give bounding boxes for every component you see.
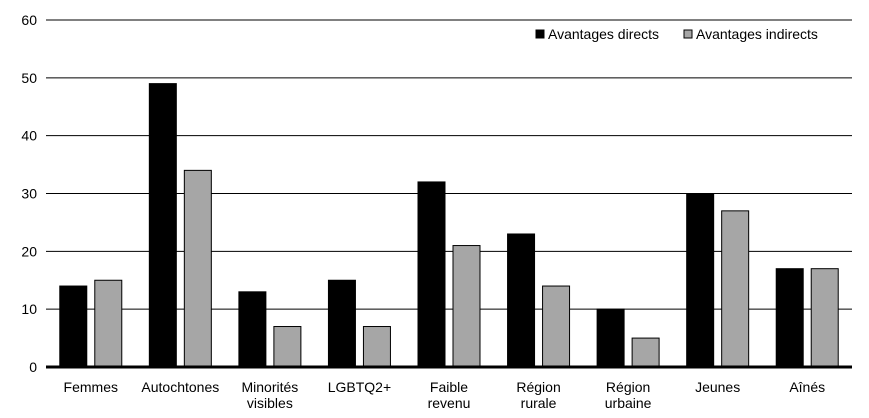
- y-tick-label: 50: [21, 70, 37, 86]
- bar-indirect: [452, 245, 481, 368]
- bar-direct: [507, 233, 536, 368]
- y-axis-ticks: 0 10 20 30 40 50 60: [21, 12, 37, 375]
- bar-indirect: [631, 337, 660, 368]
- bar-indirect: [362, 326, 391, 368]
- y-tick-label: 20: [21, 243, 37, 259]
- legend-label: Avantages directs: [548, 26, 659, 42]
- x-category-label: Faible revenu: [428, 379, 471, 411]
- y-tick-label: 10: [21, 301, 37, 317]
- y-tick-label: 0: [29, 359, 37, 375]
- x-category-label: Minorités visibles: [241, 379, 298, 411]
- x-category-label: Autochtones: [141, 379, 219, 395]
- y-tick-label: 60: [21, 12, 37, 28]
- bar-direct: [238, 291, 267, 368]
- bar-indirect: [94, 279, 123, 368]
- bars: [59, 83, 839, 368]
- x-category-label: Jeunes: [695, 379, 740, 395]
- bar-indirect: [183, 169, 212, 368]
- x-category-label: Région rurale: [516, 379, 560, 411]
- bar-direct: [596, 308, 625, 368]
- legend-swatch: [535, 29, 545, 39]
- bar-direct: [327, 279, 356, 368]
- bar-indirect: [273, 326, 302, 368]
- y-tick-label: 30: [21, 186, 37, 202]
- bar-direct: [417, 181, 446, 368]
- legend-swatch: [683, 29, 693, 39]
- bar-direct: [148, 83, 177, 368]
- x-category-label: Région urbaine: [605, 379, 652, 411]
- gridlines: [46, 19, 852, 310]
- bar-direct: [59, 285, 88, 368]
- bar-indirect: [810, 268, 839, 368]
- bar-indirect: [542, 285, 571, 368]
- x-category-label: Aînés: [789, 379, 825, 395]
- x-category-label: LGBTQ2+: [328, 379, 391, 395]
- bar-indirect: [721, 210, 750, 368]
- legend-label: Avantages indirects: [696, 26, 818, 42]
- x-axis-labels: Femmes Autochtones Minorités visibles LGBTQ2…: [64, 379, 826, 411]
- bar-direct: [775, 268, 804, 368]
- bar-direct: [686, 193, 715, 368]
- y-tick-label: 40: [21, 128, 37, 144]
- x-category-label: Femmes: [64, 379, 118, 395]
- legend: Avantages directs Avantages indirects: [535, 26, 818, 42]
